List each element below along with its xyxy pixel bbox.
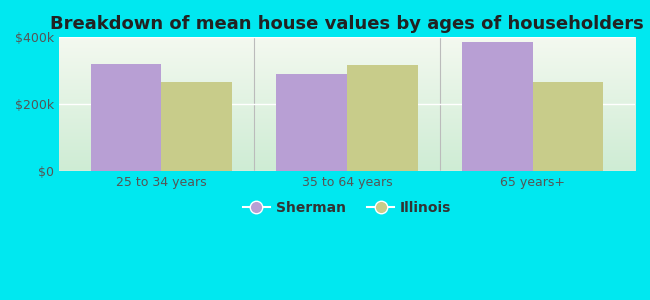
Bar <box>533 82 603 171</box>
Bar <box>347 65 417 171</box>
Bar <box>276 74 347 171</box>
Title: Breakdown of mean house values by ages of householders: Breakdown of mean house values by ages o… <box>50 15 644 33</box>
Bar <box>90 64 161 171</box>
Bar <box>462 42 533 171</box>
Legend: Sherman, Illinois: Sherman, Illinois <box>237 195 457 220</box>
Bar <box>161 82 232 171</box>
